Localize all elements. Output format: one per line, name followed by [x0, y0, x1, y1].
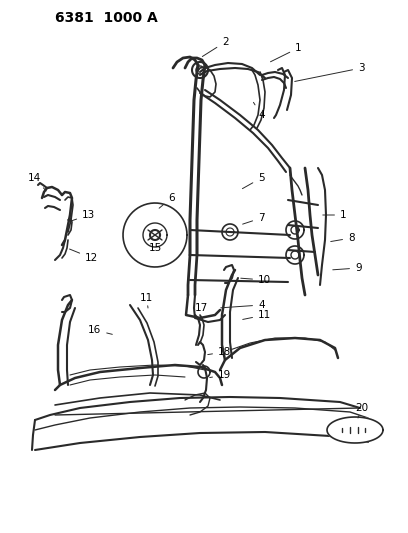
Text: 11: 11 — [140, 293, 153, 308]
Text: 4: 4 — [221, 300, 265, 310]
Text: 8: 8 — [331, 233, 355, 243]
Text: 20: 20 — [355, 403, 368, 418]
Text: 15: 15 — [149, 243, 162, 253]
Text: 10: 10 — [241, 275, 271, 285]
Text: 4: 4 — [253, 102, 265, 120]
Text: 16: 16 — [88, 325, 112, 335]
Text: 19: 19 — [210, 370, 231, 380]
Text: 17: 17 — [195, 303, 208, 318]
Text: 12: 12 — [70, 249, 98, 263]
Text: 5: 5 — [242, 173, 265, 189]
Text: 1: 1 — [271, 43, 302, 62]
Polygon shape — [327, 417, 383, 443]
Text: 11: 11 — [243, 310, 271, 320]
Text: 3: 3 — [295, 63, 365, 82]
Text: 7: 7 — [243, 213, 265, 224]
Text: 18: 18 — [208, 347, 231, 357]
Text: 14: 14 — [28, 173, 46, 191]
Text: 9: 9 — [333, 263, 361, 273]
Text: 1: 1 — [323, 210, 347, 220]
Text: 13: 13 — [71, 210, 95, 221]
Text: 6: 6 — [159, 193, 175, 208]
Text: 2: 2 — [202, 37, 228, 56]
Text: 6381  1000 A: 6381 1000 A — [55, 11, 158, 25]
